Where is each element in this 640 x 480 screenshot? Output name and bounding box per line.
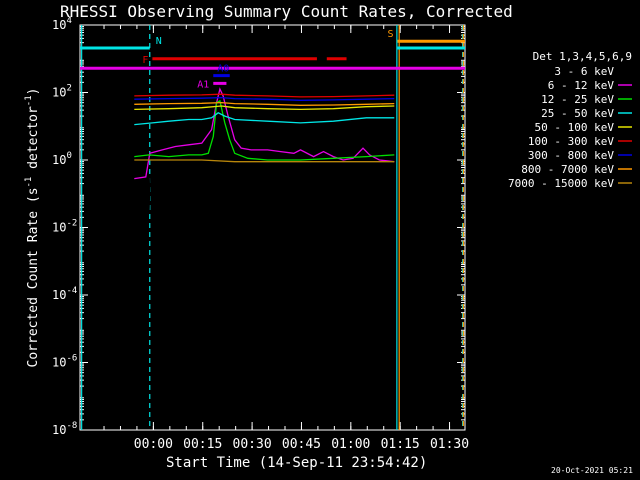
series-line	[134, 99, 395, 161]
y-tick-label: 10-8	[52, 421, 77, 437]
x-tick-label: 00:30	[233, 437, 272, 452]
legend-label: 800 - 7000 keV	[521, 163, 614, 176]
chart-title: RHESSI Observing Summary Count Rates, Co…	[60, 2, 513, 21]
y-tick-label: 100	[52, 151, 72, 167]
legend-label: 6 - 12 keV	[548, 79, 615, 92]
y-tick-label: 10-4	[52, 286, 77, 302]
flag-label: N	[156, 36, 162, 47]
x-axis-label: Start Time (14-Sep-11 23:54:42)	[166, 455, 428, 471]
y-tick-label: 10-2	[52, 219, 77, 235]
x-tick-label: 01:00	[331, 437, 370, 452]
flag-label: F	[142, 55, 148, 66]
x-tick-label: 00:00	[134, 437, 173, 452]
series-line	[134, 96, 395, 101]
y-tick-label: 102	[52, 84, 72, 100]
y-tick-label: 10-6	[52, 354, 77, 370]
series-line	[134, 101, 395, 106]
series-line	[134, 159, 395, 163]
legend-label: 25 - 50 keV	[541, 107, 614, 120]
series-line	[134, 105, 395, 111]
x-tick-label: 00:45	[282, 437, 321, 452]
x-tick-label: 01:15	[381, 437, 420, 452]
x-tick-label: 00:15	[183, 437, 222, 452]
legend-label: 100 - 300 keV	[528, 135, 614, 148]
timestamp-label: 20-Oct-2021 05:21	[551, 466, 633, 475]
legend-title: Det 1,3,4,5,6,9	[533, 50, 632, 63]
legend-label: 3 - 6 keV	[554, 65, 614, 78]
legend-label: 300 - 800 keV	[528, 149, 614, 162]
y-tick-label: 104	[52, 16, 72, 32]
flag-label: A1	[197, 79, 209, 90]
series-line	[134, 121, 395, 221]
flag-label: A0	[217, 64, 229, 75]
plot-frame	[79, 24, 466, 431]
series-line	[134, 87, 395, 180]
flag-label: S	[388, 29, 394, 40]
x-tick-label: 01:30	[430, 437, 469, 452]
y-axis-label: Corrected Count Rate (s-1 detector-1)	[24, 88, 41, 368]
legend-label: 12 - 25 keV	[541, 93, 614, 106]
series-line	[134, 112, 395, 126]
legend-label: 7000 - 15000 keV	[508, 177, 614, 190]
series-line	[134, 93, 395, 98]
legend-label: 50 - 100 keV	[535, 121, 615, 134]
